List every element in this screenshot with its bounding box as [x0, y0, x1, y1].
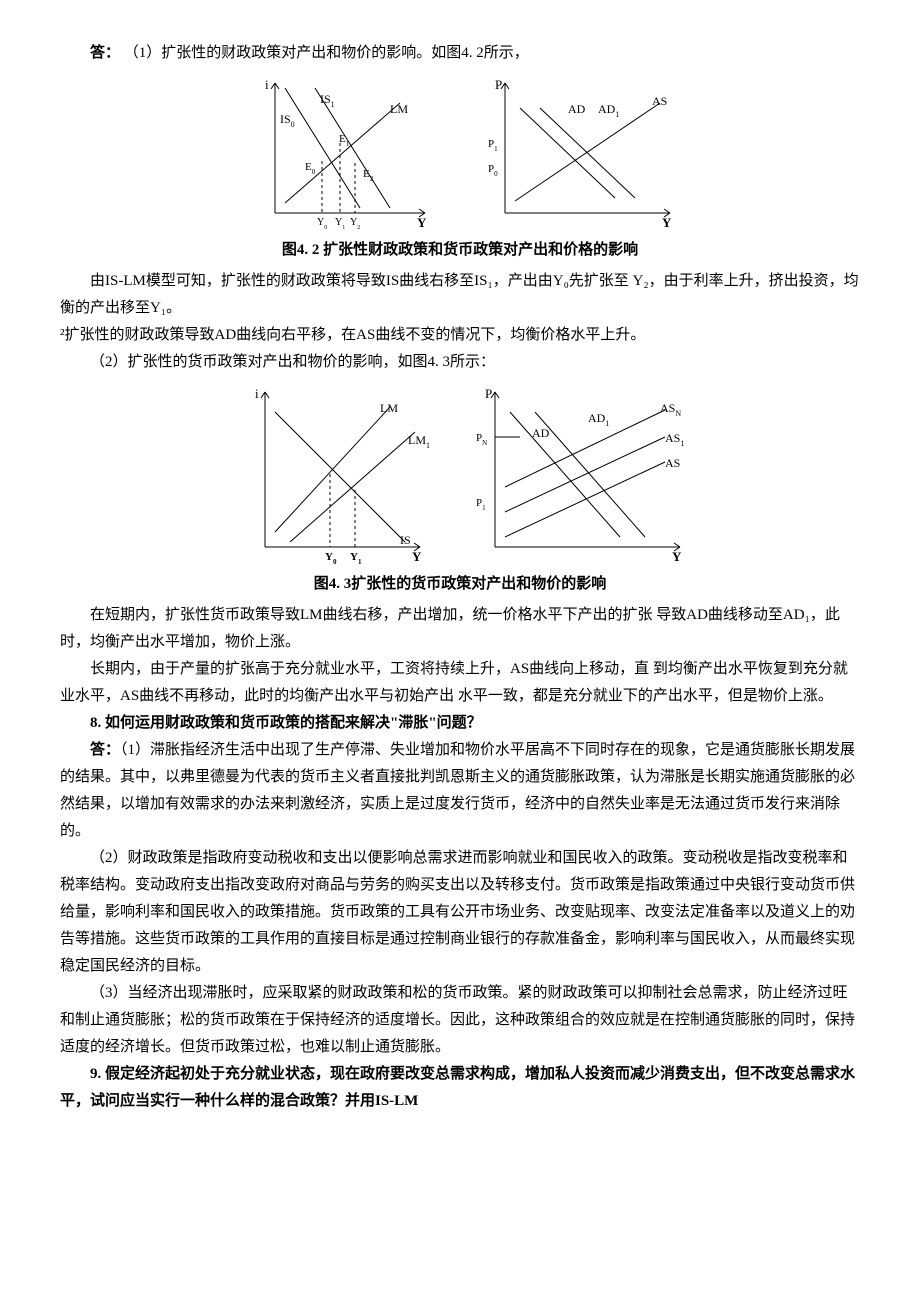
- svg-text:Y1: Y1: [335, 217, 345, 231]
- answer-label: 答：: [90, 45, 120, 61]
- figure-4-3: i Y LM LM1 IS Y0 Y1 P Y AD AD1 AS AS1 ASN PN P1: [60, 382, 860, 567]
- fig42-left-chart: i Y IS0 IS1 LM E0 E1 E2 Y0 Y1 Y2: [240, 73, 440, 233]
- svg-text:AD1: AD1: [588, 411, 609, 428]
- svg-text:Y0: Y0: [325, 551, 337, 566]
- svg-text:AD: AD: [568, 102, 586, 116]
- fig43-left-chart: i Y LM LM1 IS Y0 Y1: [230, 382, 430, 567]
- svg-text:Y: Y: [417, 215, 427, 230]
- q8-p3: （3）当经济出现滞胀时，应采取紧的财政政策和松的货币政策。紧的财政政策可以抑制社…: [60, 980, 860, 1061]
- svg-text:Y1: Y1: [350, 551, 362, 566]
- svg-text:LM: LM: [390, 102, 408, 116]
- svg-text:P0: P0: [488, 163, 498, 178]
- svg-text:Y2: Y2: [350, 217, 360, 231]
- fig42-right-chart: P Y AD AD1 AS P0 P1: [470, 73, 680, 233]
- svg-text:i: i: [255, 386, 259, 401]
- svg-text:LM1: LM1: [408, 433, 430, 450]
- figure-4-2: i Y IS0 IS1 LM E0 E1 E2 Y0 Y1 Y2 P Y AD AD1 AS P0 P1: [60, 73, 860, 233]
- svg-text:P1: P1: [476, 497, 486, 512]
- svg-text:AS1: AS1: [665, 431, 684, 448]
- svg-text:i: i: [265, 77, 269, 92]
- q9-title: 9. 假定经济起初处于充分就业状态，现在政府要改变总需求构成，增加私人投资而减少…: [60, 1061, 860, 1115]
- svg-text:AD1: AD1: [598, 102, 619, 119]
- svg-text:P1: P1: [488, 138, 498, 153]
- svg-text:E2: E2: [363, 168, 374, 183]
- answer-7-lead: 答： （1）扩张性的财政政策对产出和物价的影响。如图4. 2所示，: [60, 40, 860, 67]
- fig43-right-chart: P Y AD AD1 AS AS1 ASN PN P1: [460, 382, 690, 567]
- body42-p1: 由IS-LM模型可知，扩张性的财政政策将导致IS曲线右移至IS₁，产出由Y₀先扩…: [60, 268, 860, 322]
- q8-p1-text: （1）滞胀指经济生活中出现了生产停滞、失业增加和物价水平居高不下同时存在的现象，…: [60, 742, 855, 839]
- svg-text:P: P: [485, 386, 492, 401]
- svg-text:IS0: IS0: [280, 112, 295, 129]
- svg-text:PN: PN: [476, 432, 487, 447]
- svg-text:Y0: Y0: [317, 217, 327, 231]
- fig43-caption: 图4. 3扩张性的货币政策对产出和物价的影响: [60, 571, 860, 598]
- q8-answer-label: 答：: [90, 742, 120, 758]
- svg-text:Y: Y: [672, 549, 682, 564]
- fig42-caption: 图4. 2 扩张性财政政策和货币政策对产出和价格的影响: [60, 237, 860, 264]
- svg-text:ASN: ASN: [660, 401, 681, 418]
- q8-p2: （2）财政政策是指政府变动税收和支出以便影响总需求进而影响就业和国民收入的政策。…: [60, 845, 860, 980]
- svg-text:AD: AD: [532, 426, 550, 440]
- body43-p2: 长期内，由于产量的扩张高于充分就业水平，工资将持续上升，AS曲线向上移动，直 到…: [60, 656, 860, 710]
- svg-text:AS: AS: [665, 456, 680, 470]
- svg-text:AS: AS: [652, 94, 667, 108]
- svg-text:Y: Y: [412, 549, 422, 564]
- q8-title: 8. 如何运用财政政策和货币政策的搭配来解决"滞胀"问题？: [60, 710, 860, 737]
- svg-text:Y: Y: [662, 215, 672, 230]
- svg-text:LM: LM: [380, 401, 398, 415]
- body42-p2: ²扩张性的财政政策导致AD曲线向右平移，在AS曲线不变的情况下，均衡价格水平上升…: [60, 322, 860, 349]
- svg-text:IS1: IS1: [320, 92, 335, 109]
- q8-p1: 答：（1）滞胀指经济生活中出现了生产停滞、失业增加和物价水平居高不下同时存在的现…: [60, 737, 860, 845]
- answer-7-lead-text: （1）扩张性的财政政策对产出和物价的影响。如图4. 2所示，: [124, 45, 529, 61]
- body42-p3: （2）扩张性的货币政策对产出和物价的影响，如图4. 3所示：: [60, 349, 860, 376]
- svg-text:P: P: [495, 77, 502, 92]
- svg-text:IS: IS: [400, 533, 411, 547]
- svg-text:E1: E1: [339, 133, 350, 148]
- body43-p1: 在短期内，扩张性货币政策导致LM曲线右移，产出增加，统一价格水平下产出的扩张 导…: [60, 602, 860, 656]
- svg-text:E0: E0: [305, 161, 316, 176]
